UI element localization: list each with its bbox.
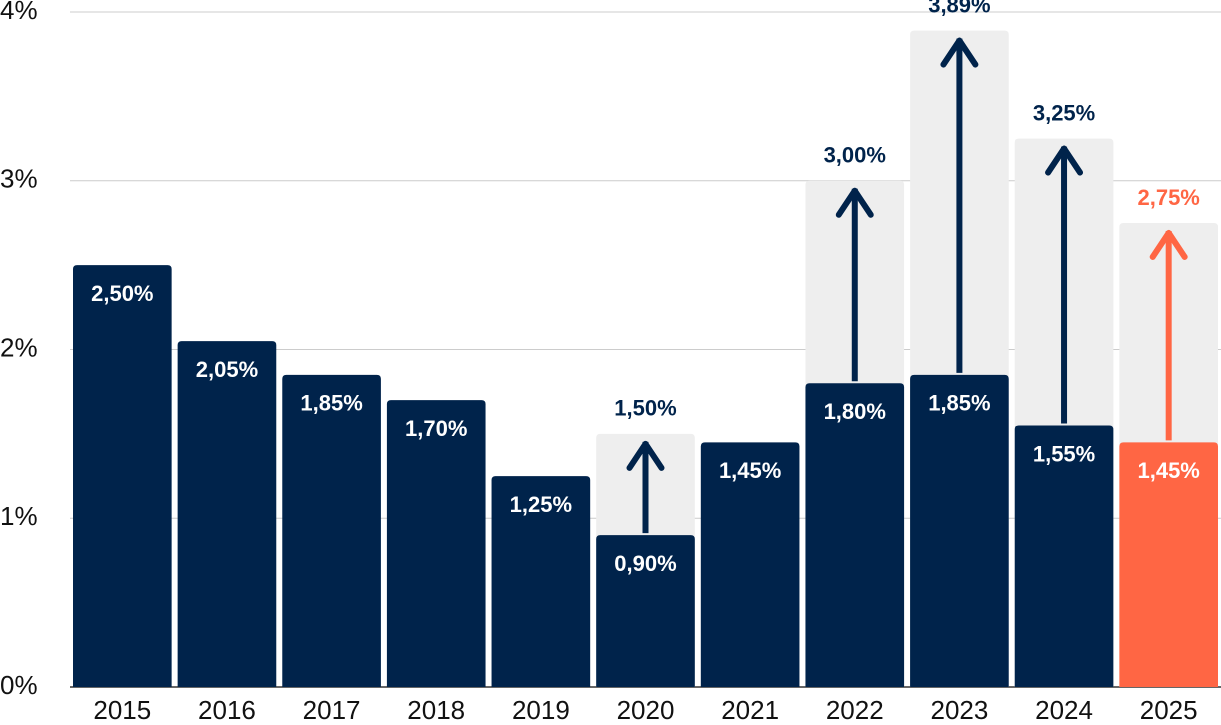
bar	[1119, 442, 1218, 687]
arrow-head	[1045, 145, 1084, 176]
value-label: 1,80%	[824, 399, 886, 424]
value-label: 2,05%	[196, 357, 258, 382]
y-tick-label: 1%	[0, 501, 38, 531]
x-tick-label: 2016	[198, 695, 256, 725]
bar	[700, 442, 800, 687]
bar	[282, 374, 381, 687]
arrow-head	[626, 440, 665, 471]
value-label: 1,70%	[405, 416, 467, 441]
value-label: 1,85%	[928, 391, 990, 416]
target-label: 3,89%	[928, 0, 990, 17]
x-tick-label: 2023	[930, 695, 988, 725]
x-tick-label: 2017	[303, 695, 361, 725]
x-tick-label: 2024	[1035, 695, 1093, 725]
x-tick-label: 2018	[407, 695, 465, 725]
target-label: 2,75%	[1137, 185, 1199, 210]
y-tick-label: 3%	[0, 164, 38, 194]
bar	[805, 383, 905, 687]
target-label: 3,25%	[1033, 100, 1095, 125]
bar	[386, 400, 486, 687]
bar	[73, 265, 172, 687]
bar	[1014, 425, 1114, 687]
y-tick-label: 4%	[0, 0, 38, 25]
bar	[596, 535, 695, 687]
value-label: 1,85%	[300, 391, 362, 416]
bar	[910, 374, 1009, 687]
y-tick-label: 2%	[0, 332, 38, 362]
x-tick-label: 2021	[721, 695, 779, 725]
x-tick-label: 2022	[826, 695, 884, 725]
arrow-head	[835, 187, 874, 218]
bar	[491, 476, 591, 687]
y-tick-label: 0%	[0, 670, 38, 700]
bar	[177, 341, 277, 687]
arrow-head	[940, 37, 979, 68]
value-label: 1,45%	[719, 458, 781, 483]
target-label: 3,00%	[824, 143, 886, 168]
x-tick-label: 2020	[617, 695, 675, 725]
target-label: 1,50%	[614, 396, 676, 421]
value-label: 1,55%	[1033, 441, 1095, 466]
arrow-head	[1149, 229, 1188, 260]
value-label: 1,25%	[510, 492, 572, 517]
x-tick-label: 2015	[93, 695, 151, 725]
x-tick-label: 2025	[1140, 695, 1198, 725]
value-label: 1,45%	[1137, 458, 1199, 483]
x-tick-label: 2019	[512, 695, 570, 725]
value-label: 0,90%	[614, 551, 676, 576]
value-label: 2,50%	[91, 281, 153, 306]
